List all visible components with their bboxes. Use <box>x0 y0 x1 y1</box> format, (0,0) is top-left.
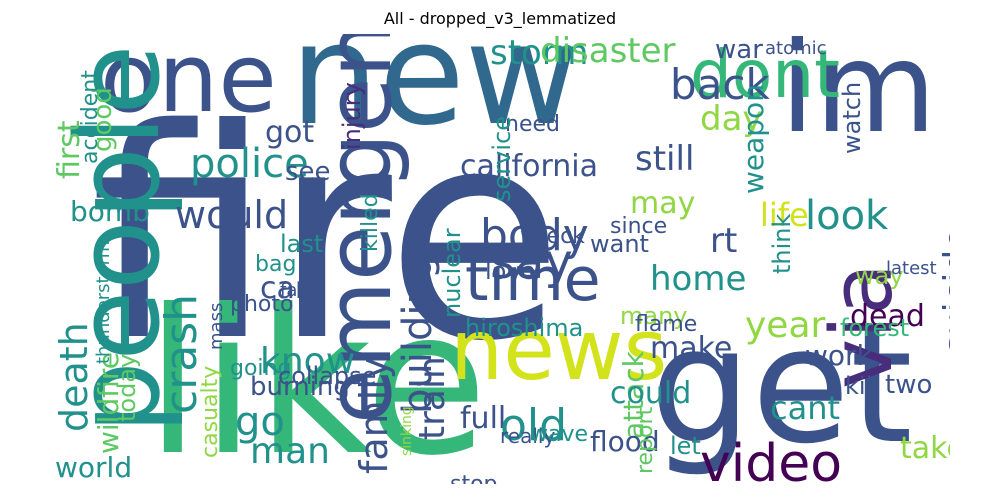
word-rt: rt <box>710 221 738 261</box>
word-burning: burning <box>250 372 350 402</box>
word-going: going <box>230 356 292 381</box>
word-sinking: sinking <box>399 406 415 456</box>
word-day: day <box>700 99 763 139</box>
word-get: get <box>650 292 913 479</box>
word-collapse: collapse <box>278 362 377 390</box>
word-need: need <box>505 112 560 137</box>
word-latest: latest <box>886 258 937 279</box>
word-storm: storm <box>490 34 589 73</box>
word-news: news <box>450 301 668 399</box>
word-flood: flood <box>590 425 660 458</box>
word-really: really <box>500 424 556 448</box>
word-say: say <box>490 234 573 290</box>
word-stop: stop <box>450 474 498 485</box>
word-home: home <box>650 259 747 299</box>
word-fatal: fatal <box>280 280 321 301</box>
word-one: one <box>100 34 277 134</box>
word-im: im <box>780 34 937 161</box>
word-report: report <box>633 406 658 474</box>
word-atomic: atomic <box>765 38 827 59</box>
word-man: man <box>250 431 330 472</box>
word-fire: fire <box>90 68 564 405</box>
word-car: car <box>260 271 308 306</box>
word-war: war <box>715 35 763 65</box>
word-killed: killed <box>358 193 383 252</box>
word-year: year <box>745 305 826 346</box>
word-go: go <box>235 399 285 445</box>
word-life: life <box>760 196 809 234</box>
word-body: body <box>480 210 589 261</box>
word-would: would <box>175 193 289 237</box>
word-mass: mass <box>206 302 227 350</box>
word-like: like <box>145 267 488 484</box>
word-injury: injury <box>338 82 366 150</box>
word-make: make <box>650 331 733 366</box>
figure-title: All - dropped_v3_lemmatized <box>383 9 617 28</box>
word-look: look <box>805 193 889 239</box>
word-full: full <box>460 401 507 436</box>
word-nuclear: nuclear <box>438 228 466 318</box>
word-take: take <box>900 431 950 466</box>
word-let: let <box>670 432 701 460</box>
word-two: two <box>885 370 933 400</box>
word-got: got <box>265 115 315 150</box>
word-dont: dont <box>690 36 840 113</box>
word-thunderstorm: thunderstorm <box>93 240 114 364</box>
word-know: know <box>260 341 356 382</box>
word-disaster: disaster <box>540 34 676 71</box>
word-police: police <box>190 141 309 187</box>
word-work: work <box>805 339 873 372</box>
word-old: old <box>500 400 568 451</box>
word-kill: kill <box>845 372 879 400</box>
word-way: way <box>855 262 904 290</box>
word-last: last <box>280 230 324 258</box>
word-world: world <box>55 451 133 484</box>
word-could: could <box>610 376 692 411</box>
word-bomb: bomb <box>70 195 150 228</box>
word-see: see <box>285 157 331 187</box>
word-since: since <box>610 214 668 239</box>
word-may: may <box>630 186 696 221</box>
word-think: think <box>768 213 796 274</box>
word-wreck: wreck <box>520 224 585 249</box>
word-casualty: casualty <box>198 365 223 458</box>
word-new: new <box>290 34 580 157</box>
word-accident: accident <box>78 70 103 164</box>
word-death: death <box>52 322 96 432</box>
word-weapon: weapon <box>737 84 770 194</box>
word-dead: dead <box>850 299 925 334</box>
word-suicide: suicide <box>937 227 950 354</box>
word-wildfire: wildfire <box>92 352 125 454</box>
word-flame: flame <box>635 312 698 337</box>
word-california: california <box>460 149 599 184</box>
word-hiroshima: hiroshima <box>465 314 584 342</box>
word-cant: cant <box>770 389 841 427</box>
word-train: train <box>412 356 453 440</box>
word-video: video <box>700 434 843 484</box>
word-forest: forest <box>840 314 910 342</box>
word-still: still <box>635 139 695 179</box>
word-many: many <box>620 302 688 330</box>
word-back: back <box>670 60 770 109</box>
word-time: time <box>465 245 601 315</box>
word-watch: watch <box>838 81 866 154</box>
word-wave: wave <box>530 422 589 447</box>
word-love: love <box>485 257 536 285</box>
word-service: service <box>488 116 516 202</box>
word-want: want <box>590 230 649 258</box>
word-cloud: fire new like get one im via people emer… <box>50 34 950 484</box>
word-bag: bag <box>255 252 297 277</box>
word-photo: photo <box>230 292 294 317</box>
